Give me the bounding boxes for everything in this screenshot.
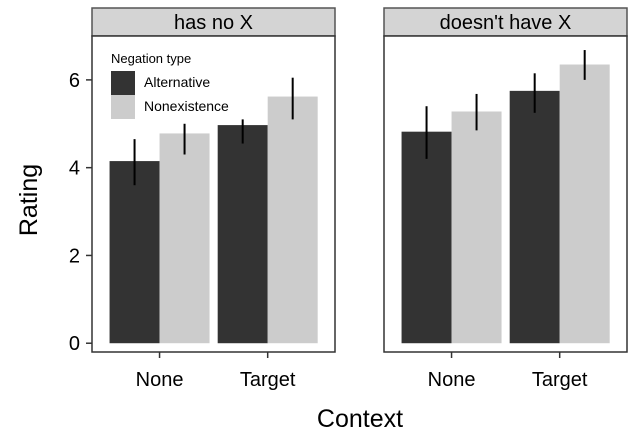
facet-panel: doesn't have X None Target (383, 7, 628, 391)
x-tick-label: Target (532, 369, 588, 391)
facet-strip-label: doesn't have X (440, 12, 572, 34)
bar-alternative (217, 125, 268, 344)
legend: Negation type Alternative Nonexistence (111, 51, 229, 119)
facet-strip (383, 7, 628, 37)
facet-strip-label: has no X (174, 12, 253, 34)
x-tick-label: Target (240, 369, 296, 391)
y-tick-label: 0 (69, 333, 80, 355)
legend-key-nonexistence (111, 95, 135, 119)
bar-alternative (401, 131, 452, 344)
x-tick-label: None (428, 369, 476, 391)
y-tick-label: 6 (69, 70, 80, 92)
bar-nonexistence (267, 96, 318, 344)
bar-nonexistence (451, 111, 502, 344)
x-axis-title: Context (317, 405, 403, 433)
bar-alternative (109, 161, 160, 344)
y-axis: 0 2 4 6 (69, 70, 92, 355)
facet-strip (91, 7, 336, 37)
bar-alternative (509, 90, 560, 344)
x-tick-label: None (136, 369, 184, 391)
y-axis-title: Rating (15, 164, 43, 236)
facet-panels: has no X None Target doesn't have X None Targ… (91, 7, 628, 391)
legend-key-alternative (111, 71, 135, 95)
legend-label: Alternative (144, 74, 210, 90)
y-tick-label: 4 (69, 158, 80, 180)
y-tick-label: 2 (69, 245, 80, 267)
bar-nonexistence (159, 133, 210, 344)
bar-nonexistence (559, 64, 610, 344)
legend-title: Negation type (111, 51, 191, 66)
legend-label: Nonexistence (144, 98, 229, 114)
